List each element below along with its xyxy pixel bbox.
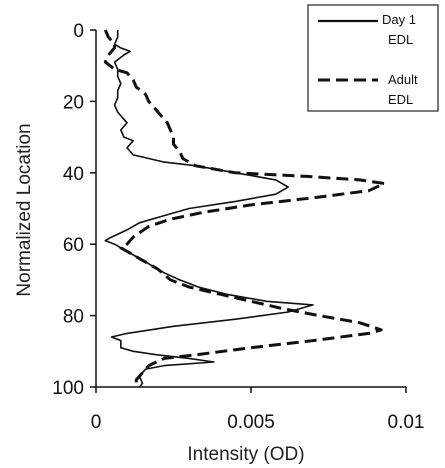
y-tick-label: 20 [63,92,84,113]
y-tick-label: 80 [63,307,84,328]
x-tick-label: 0 [91,412,102,433]
y-tick-label: 100 [52,378,84,399]
y-tick-label: 0 [73,21,84,42]
axes: 0 20 40 60 80 100 0 0.005 0.01 [52,21,424,433]
y-axis-title: Normalized Location [14,123,35,296]
series-line-adult-edl [103,29,386,387]
series-line-day1-edl [104,30,314,388]
x-tick-label: 0.005 [227,412,275,433]
legend-label-adult-line2: EDL [388,92,413,107]
y-tick-label: 40 [63,164,84,185]
x-axis-title: Intensity (OD) [187,444,304,465]
legend-label-adult-line1: Adult [388,72,418,87]
y-tick-label: 60 [63,235,84,256]
x-tick-label: 0.01 [388,412,425,433]
series-layer [103,29,386,388]
legend: Day 1 EDL Adult EDL [307,4,439,112]
legend-label-day1-line2: EDL [388,32,413,47]
legend-label-day1-line1: Day 1 [382,12,416,27]
legend-box [307,4,439,112]
